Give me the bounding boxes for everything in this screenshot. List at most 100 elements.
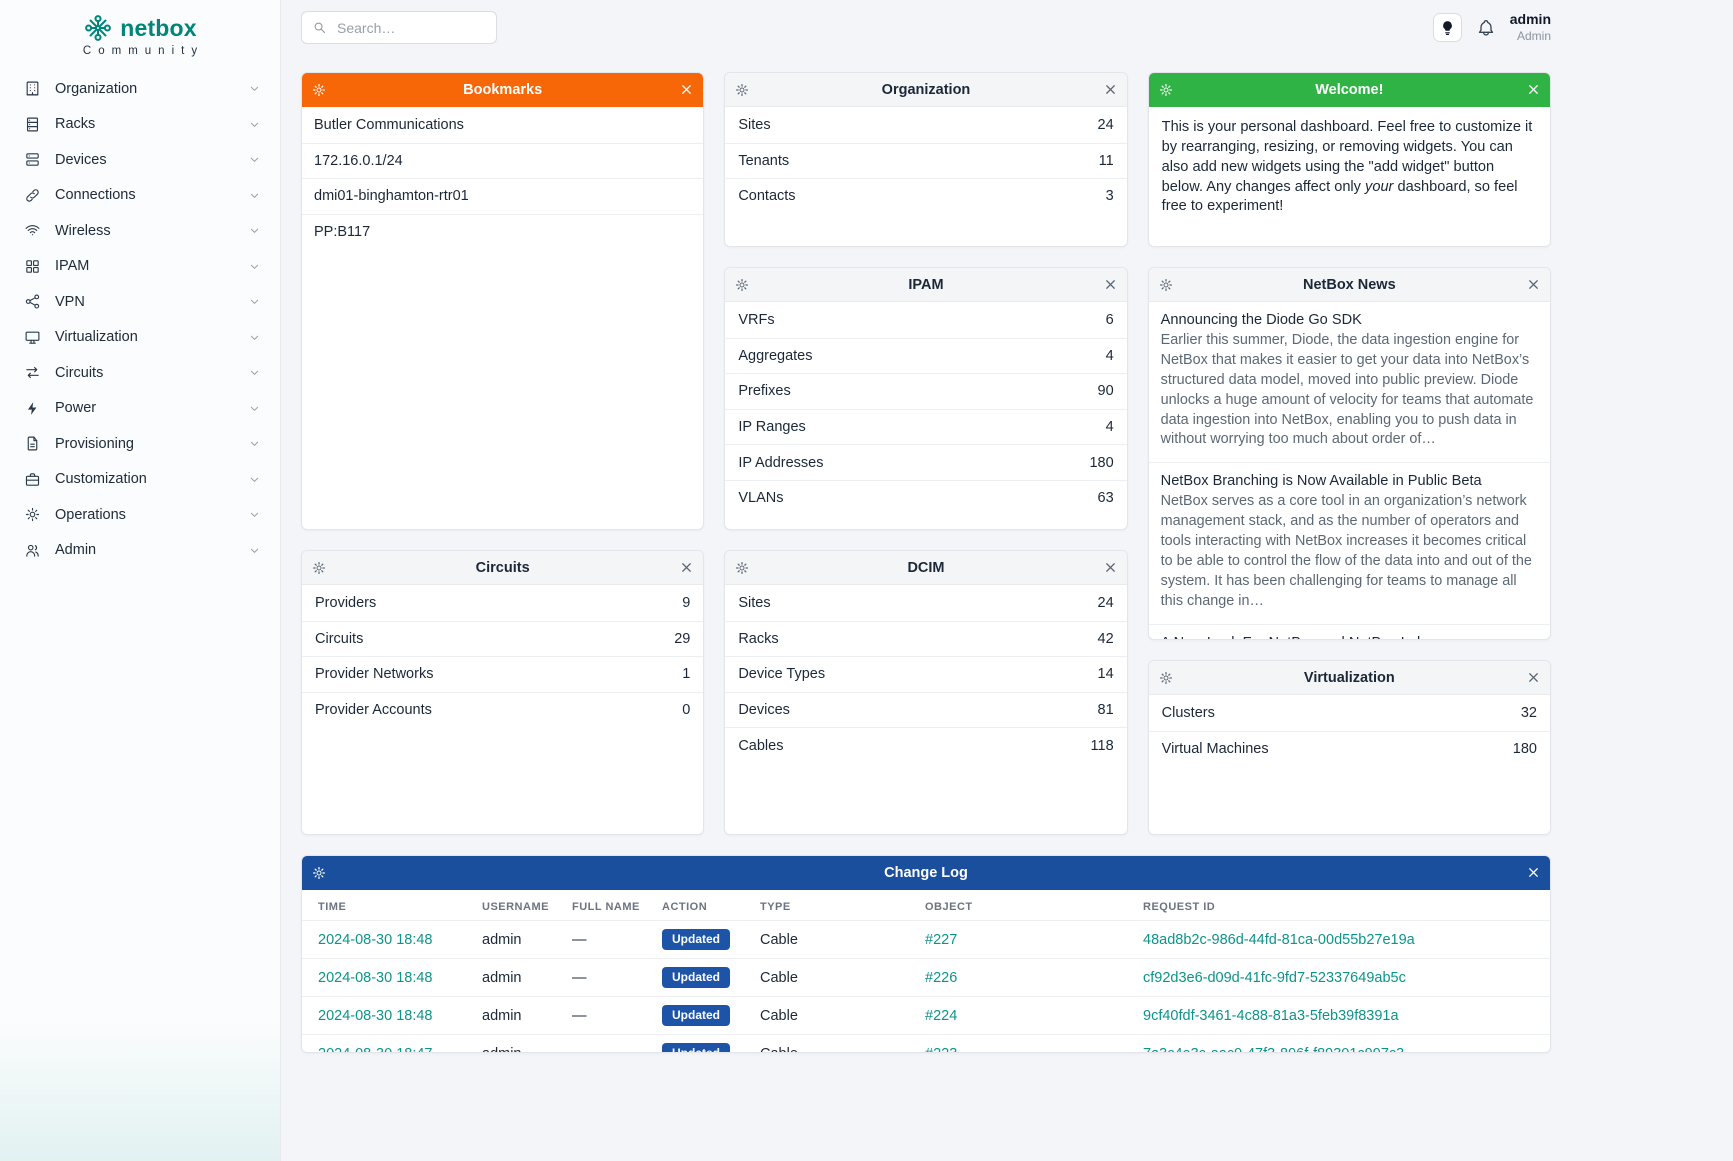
sidebar-item-customization[interactable]: Customization xyxy=(0,462,280,498)
stat-label-tenants[interactable]: Tenants xyxy=(738,152,790,169)
file-text-icon xyxy=(24,435,41,452)
changelog-object-link[interactable]: #224 xyxy=(925,1007,958,1024)
bookmark-item[interactable]: Butler Communications xyxy=(314,116,464,133)
widget-config-button[interactable] xyxy=(312,866,326,880)
stat-label-virtual-machines[interactable]: Virtual Machines xyxy=(1161,740,1269,757)
bookmark-item[interactable]: PP:B117 xyxy=(302,213,704,250)
dashboard-column-3: Welcome! This is your personal dashboard… xyxy=(1147,72,1551,835)
brand[interactable]: netbox Community xyxy=(0,0,280,58)
widget-close-button[interactable] xyxy=(679,560,694,575)
changelog-time-link[interactable]: 2024-08-30 18:48 xyxy=(318,931,433,948)
stat-label-circuits[interactable]: Circuits xyxy=(315,630,364,647)
sidebar-item-label: Circuits xyxy=(55,364,104,381)
notifications-bell-icon[interactable] xyxy=(1476,18,1496,38)
widget-config-button[interactable] xyxy=(312,561,326,575)
stat-label-providers[interactable]: Providers xyxy=(315,594,377,611)
user-menu[interactable]: admin Admin xyxy=(1510,11,1551,44)
sidebar-item-operations[interactable]: Operations xyxy=(0,497,280,533)
sidebar-item-devices[interactable]: Devices xyxy=(0,142,280,178)
news-headline[interactable]: Announcing the Diode Go SDK xyxy=(1160,312,1362,328)
sidebar-item-circuits[interactable]: Circuits xyxy=(0,355,280,391)
changelog-request-link[interactable]: 48ad8b2c-986d-44fd-81ca-00d55b27e19a xyxy=(1143,931,1415,948)
users-icon xyxy=(24,542,41,559)
bookmark-item[interactable]: dmi01-binghamton-rtr01 xyxy=(302,178,704,214)
sidebar-item-ipam[interactable]: IPAM xyxy=(0,249,280,285)
changelog-time-link[interactable]: 2024-08-30 18:48 xyxy=(318,969,433,986)
stat-label-vlans[interactable]: VLANs xyxy=(738,490,784,507)
stat-label-prefixes[interactable]: Prefixes xyxy=(738,383,791,400)
sidebar-item-label: Operations xyxy=(55,506,126,523)
chevron-down-icon xyxy=(247,507,262,522)
ipam-stats: VRFs 6 Aggregates 4 Prefixes 90 IP Ranges 4 IP A… xyxy=(725,302,1127,516)
widget-config-button[interactable] xyxy=(1159,278,1173,292)
column-header-request-id: REQUEST ID xyxy=(1143,901,1216,913)
changelog-object-link[interactable]: #223 xyxy=(925,1046,957,1053)
stat-label-aggregates[interactable]: Aggregates xyxy=(738,347,813,364)
news-headline[interactable]: NetBox Branching is Now Available in Pub… xyxy=(1160,473,1482,490)
widget-welcome: Welcome! This is your personal dashboard… xyxy=(1147,72,1551,247)
topbar: admin Admin xyxy=(301,0,1551,55)
stat-row: Provider Accounts 0 xyxy=(302,691,704,728)
sidebar-item-virtualization[interactable]: Virtualization xyxy=(0,320,280,356)
search-box[interactable] xyxy=(301,11,497,44)
bookmark-item[interactable]: 172.16.0.1/24 xyxy=(302,142,704,179)
stat-label-sites[interactable]: Sites xyxy=(738,116,771,133)
news-headline[interactable]: A New Look For NetBox and NetBox Labs xyxy=(1161,635,1538,640)
widget-config-button[interactable] xyxy=(1159,83,1173,97)
chevron-down-icon xyxy=(247,543,262,558)
changelog-request-link[interactable]: 7a3c4e3c-aac9-47f3-896f-f89301c997c3 xyxy=(1143,1046,1404,1053)
stat-label-sites[interactable]: Sites xyxy=(738,594,771,611)
chevron-down-icon xyxy=(247,223,262,238)
stat-label-vrfs[interactable]: VRFs xyxy=(738,311,775,328)
changelog-request-link[interactable]: cf92d3e6-d09d-41fc-9fd7-52337649ab5c xyxy=(1143,969,1406,986)
sidebar: netbox Community Organization Racks Device… xyxy=(0,0,281,1161)
changelog-fullname: — xyxy=(562,1034,652,1052)
stat-label-devices[interactable]: Devices xyxy=(738,702,790,719)
sidebar-item-power[interactable]: Power xyxy=(0,391,280,427)
monitor-icon xyxy=(24,329,41,346)
widget-close-button[interactable] xyxy=(1103,82,1118,97)
sidebar-item-admin[interactable]: Admin xyxy=(0,533,280,569)
stat-label-device-types[interactable]: Device Types xyxy=(738,666,826,683)
widget-close-button[interactable] xyxy=(1103,277,1118,292)
sidebar-item-racks[interactable]: Racks xyxy=(0,107,280,143)
widget-config-button[interactable] xyxy=(735,278,749,292)
stat-label-clusters[interactable]: Clusters xyxy=(1161,704,1215,721)
changelog-username: admin xyxy=(472,1034,562,1052)
widget-close-button[interactable] xyxy=(1526,277,1541,292)
sidebar-item-wireless[interactable]: Wireless xyxy=(0,213,280,249)
changelog-object-link[interactable]: #226 xyxy=(925,969,958,986)
stat-label-ip-addresses[interactable]: IP Addresses xyxy=(738,454,824,471)
chevron-down-icon xyxy=(247,365,262,380)
widget-close-button[interactable] xyxy=(1526,670,1541,685)
widget-close-button[interactable] xyxy=(1526,865,1541,880)
widget-config-button[interactable] xyxy=(735,83,749,97)
widget-config-button[interactable] xyxy=(1159,671,1173,685)
stat-label-ip-ranges[interactable]: IP Ranges xyxy=(738,419,806,436)
sidebar-item-provisioning[interactable]: Provisioning xyxy=(0,426,280,462)
gear-spokes-icon xyxy=(24,506,41,523)
sidebar-item-connections[interactable]: Connections xyxy=(0,178,280,214)
stat-value: 4 xyxy=(1105,347,1114,364)
stat-value: 32 xyxy=(1520,704,1537,721)
widget-close-button[interactable] xyxy=(679,82,694,97)
stat-label-contacts[interactable]: Contacts xyxy=(738,188,796,205)
theme-toggle-button[interactable] xyxy=(1432,13,1462,42)
sidebar-item-organization[interactable]: Organization xyxy=(0,71,280,107)
stat-row: Tenants 11 xyxy=(725,142,1127,179)
changelog-time-link[interactable]: 2024-08-30 18:47 xyxy=(318,1046,433,1053)
stat-label-provider-accounts[interactable]: Provider Accounts xyxy=(315,702,432,719)
stat-label-provider-networks[interactable]: Provider Networks xyxy=(315,666,434,683)
changelog-request-link[interactable]: 9cf40fdf-3461-4c88-81a3-5feb39f8391a xyxy=(1143,1007,1399,1024)
sidebar-item-vpn[interactable]: VPN xyxy=(0,284,280,320)
widget-close-button[interactable] xyxy=(1103,560,1118,575)
search-input[interactable] xyxy=(335,18,486,37)
changelog-time-link[interactable]: 2024-08-30 18:48 xyxy=(318,1007,433,1024)
changelog-object-link[interactable]: #227 xyxy=(925,931,958,948)
sidebar-item-label: Power xyxy=(55,400,97,417)
stat-label-racks[interactable]: Racks xyxy=(738,630,779,647)
widget-config-button[interactable] xyxy=(312,83,326,97)
widget-close-button[interactable] xyxy=(1526,82,1541,97)
widget-config-button[interactable] xyxy=(735,561,749,575)
stat-label-cables[interactable]: Cables xyxy=(738,737,784,754)
